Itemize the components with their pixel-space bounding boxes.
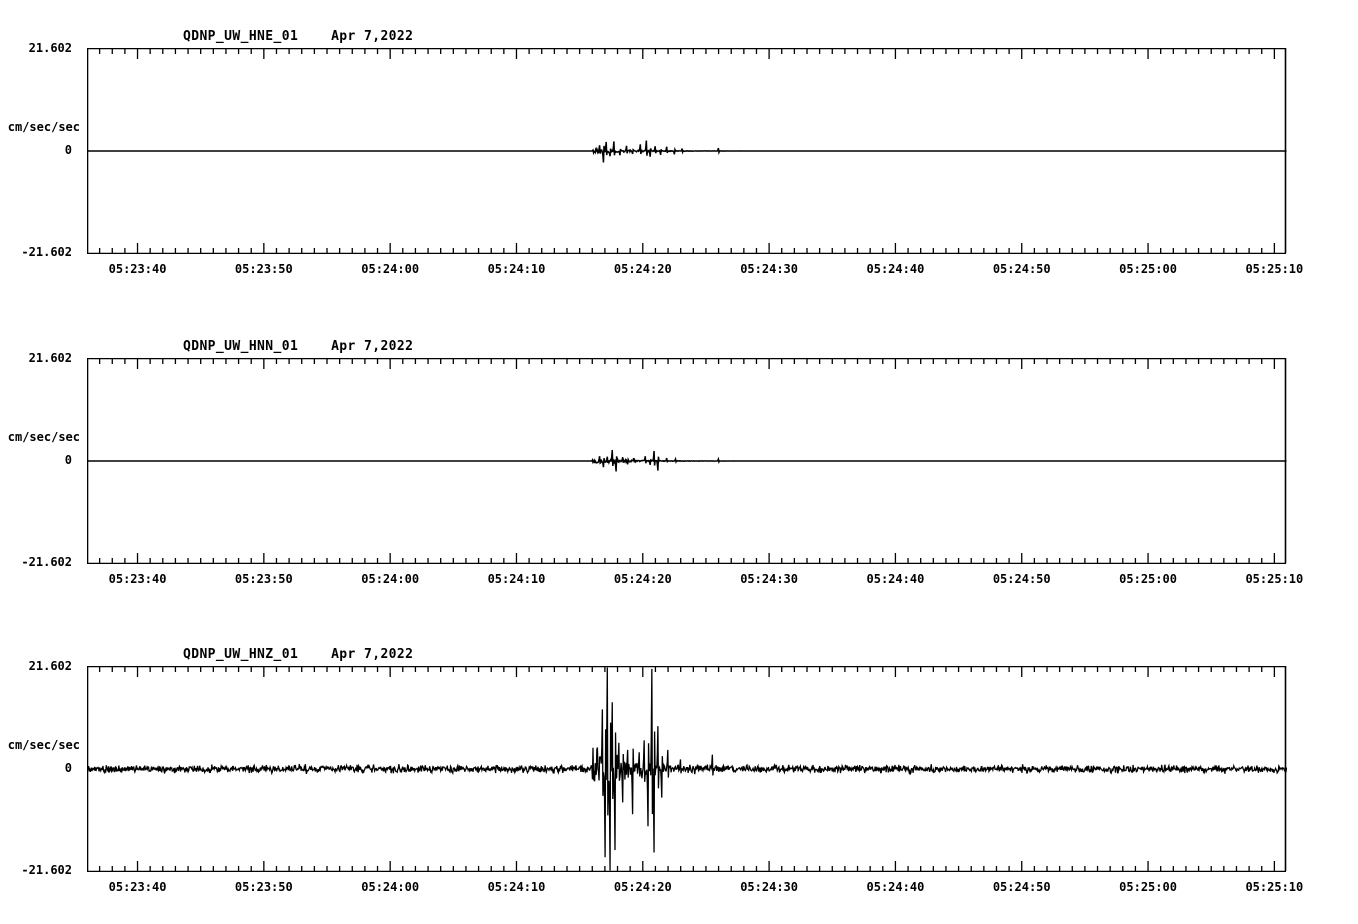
x-tick-labels-hnz: 05:23:40 05:23:50 05:24:00 05:24:10 05:24:20…	[0, 880, 1358, 896]
axis-ticks-hnn	[98, 358, 1276, 564]
x-tick-label: 05:24:50	[992, 880, 1051, 894]
x-tick-label: 05:24:20	[613, 572, 672, 586]
x-tick-label: 05:23:40	[108, 262, 167, 276]
trace-hnn	[87, 449, 1287, 472]
x-tick-label: 05:24:10	[487, 262, 546, 276]
panel-title-hne: QDNP_UW_HNE_01 Apr 7,2022	[183, 29, 414, 44]
axis-ticks-hnz	[98, 666, 1276, 872]
x-tick-label: 05:24:40	[866, 262, 925, 276]
x-tick-label: 05:23:40	[108, 880, 167, 894]
y-tick-bottom-hnz: -21.602	[21, 863, 72, 877]
panel-title-hnn: QDNP_UW_HNN_01 Apr 7,2022	[183, 339, 414, 354]
y-tick-zero-hne: 0	[64, 143, 72, 157]
y-tick-bottom-hne: -21.602	[21, 245, 72, 259]
y-tick-zero-hnn: 0	[64, 453, 72, 467]
x-tick-label: 05:25:10	[1245, 572, 1304, 586]
x-tick-label: 05:23:50	[234, 880, 293, 894]
x-tick-label: 05:24:40	[866, 572, 925, 586]
x-tick-label: 05:24:30	[740, 880, 798, 894]
y-tick-zero-hnz: 0	[64, 761, 72, 775]
y-tick-bottom-hnn: -21.602	[21, 555, 72, 569]
y-axis-units-label-hnn: cm/sec/sec	[7, 430, 80, 444]
plot-area-hnn	[87, 358, 1287, 564]
plot-area-hne	[87, 48, 1287, 254]
axis-ticks-hne	[98, 48, 1276, 254]
y-tick-top-hnn: 21.602	[28, 351, 72, 365]
x-tick-label: 05:24:20	[613, 262, 672, 276]
x-tick-label: 05:24:30	[740, 572, 798, 586]
x-tick-label: 05:25:10	[1245, 262, 1304, 276]
x-tick-label: 05:23:40	[108, 572, 167, 586]
panel-title-hnz: QDNP_UW_HNZ_01 Apr 7,2022	[183, 647, 414, 662]
plot-area-hnz	[87, 666, 1287, 872]
x-tick-label: 05:24:40	[866, 880, 925, 894]
x-tick-label: 05:24:00	[361, 572, 420, 586]
x-tick-label: 05:25:10	[1245, 880, 1304, 894]
x-tick-label: 05:24:50	[992, 572, 1051, 586]
x-tick-label: 05:25:00	[1119, 572, 1177, 586]
y-axis-units-label-hne: cm/sec/sec	[7, 120, 80, 134]
x-tick-label: 05:24:00	[361, 262, 420, 276]
trace-hnz	[87, 667, 1287, 871]
x-tick-label: 05:23:50	[234, 572, 293, 586]
x-tick-labels-hnn: 05:23:40 05:23:50 05:24:00 05:24:10 05:24:20…	[0, 572, 1358, 588]
x-tick-label: 05:25:00	[1119, 262, 1177, 276]
x-tick-label: 05:24:20	[613, 880, 672, 894]
x-tick-label: 05:23:50	[234, 262, 293, 276]
x-tick-label: 05:24:50	[992, 262, 1051, 276]
x-tick-label: 05:24:10	[487, 572, 546, 586]
x-tick-label: 05:24:30	[740, 262, 798, 276]
x-tick-label: 05:24:10	[487, 880, 546, 894]
trace-hne	[87, 140, 1287, 163]
y-axis-units-label-hnz: cm/sec/sec	[7, 738, 80, 752]
y-tick-top-hne: 21.602	[28, 41, 72, 55]
y-tick-top-hnz: 21.602	[28, 659, 72, 673]
x-tick-label: 05:24:00	[361, 880, 420, 894]
x-tick-labels-hne: 05:23:40 05:23:50 05:24:00 05:24:10 05:24:20…	[0, 262, 1358, 278]
x-tick-label: 05:25:00	[1119, 880, 1177, 894]
